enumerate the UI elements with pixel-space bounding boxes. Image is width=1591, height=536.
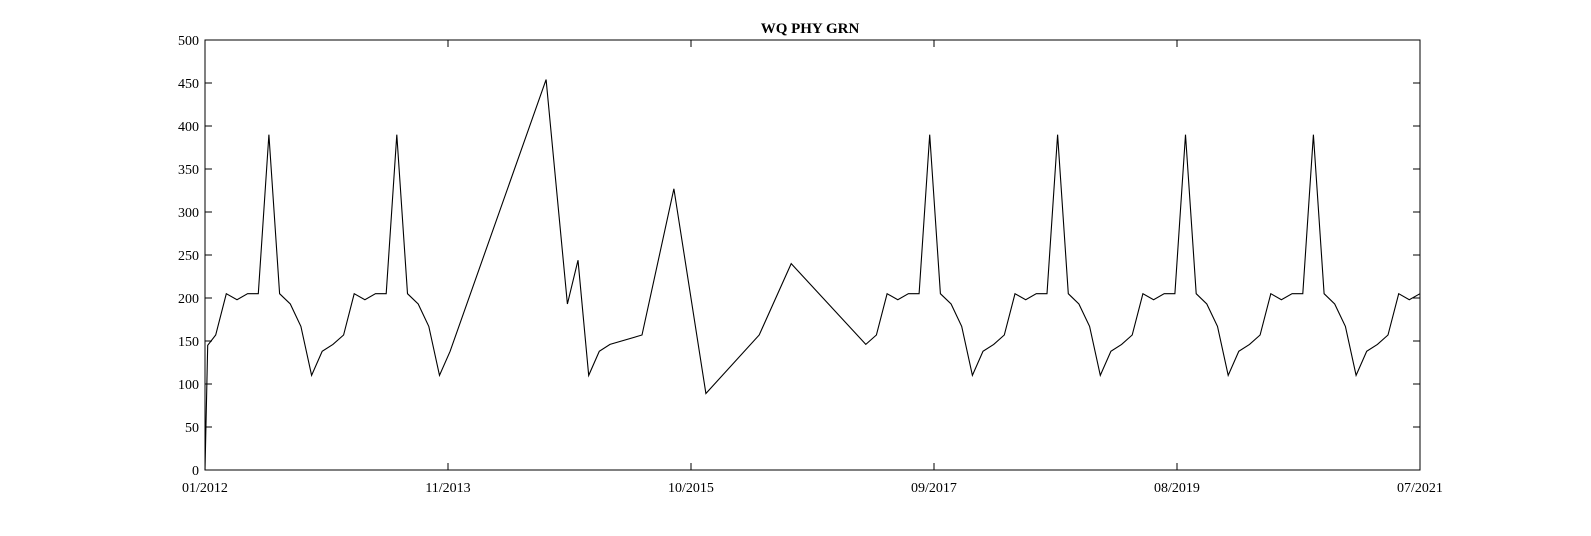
x-tick-label: 11/2013	[425, 481, 470, 496]
y-axis-labels: 0 50 100 150 200 250 300 350 400 450 500	[178, 34, 199, 479]
x-axis-labels: 01/2012 11/2013 10/2015 09/2017 08/2019 07/20…	[182, 481, 1443, 496]
y-tick-label: 350	[178, 163, 199, 178]
y-tick-label: 500	[178, 34, 199, 49]
series-line	[204, 79, 1421, 471]
y-tick-label: 100	[178, 378, 199, 393]
x-tick-label: 01/2012	[182, 481, 228, 496]
y-tick-label: 200	[178, 292, 199, 307]
y-tick-label: 50	[185, 421, 199, 436]
y-tick-label: 150	[178, 335, 199, 350]
chart-title: WQ PHY GRN	[761, 21, 860, 37]
y-tick-label: 250	[178, 249, 199, 264]
plot-area-frame	[204, 39, 1421, 471]
x-tick-label: 07/2021	[1397, 481, 1443, 496]
x-tick-label: 08/2019	[1154, 481, 1200, 496]
x-tick-label: 09/2017	[911, 481, 957, 496]
x-tick-label: 10/2015	[668, 481, 714, 496]
y-tick-label: 450	[178, 77, 199, 92]
y-tick-label: 300	[178, 206, 199, 221]
y-tick-label: 0	[192, 464, 199, 479]
axis-ticks	[204, 39, 1421, 471]
y-tick-label: 400	[178, 120, 199, 135]
